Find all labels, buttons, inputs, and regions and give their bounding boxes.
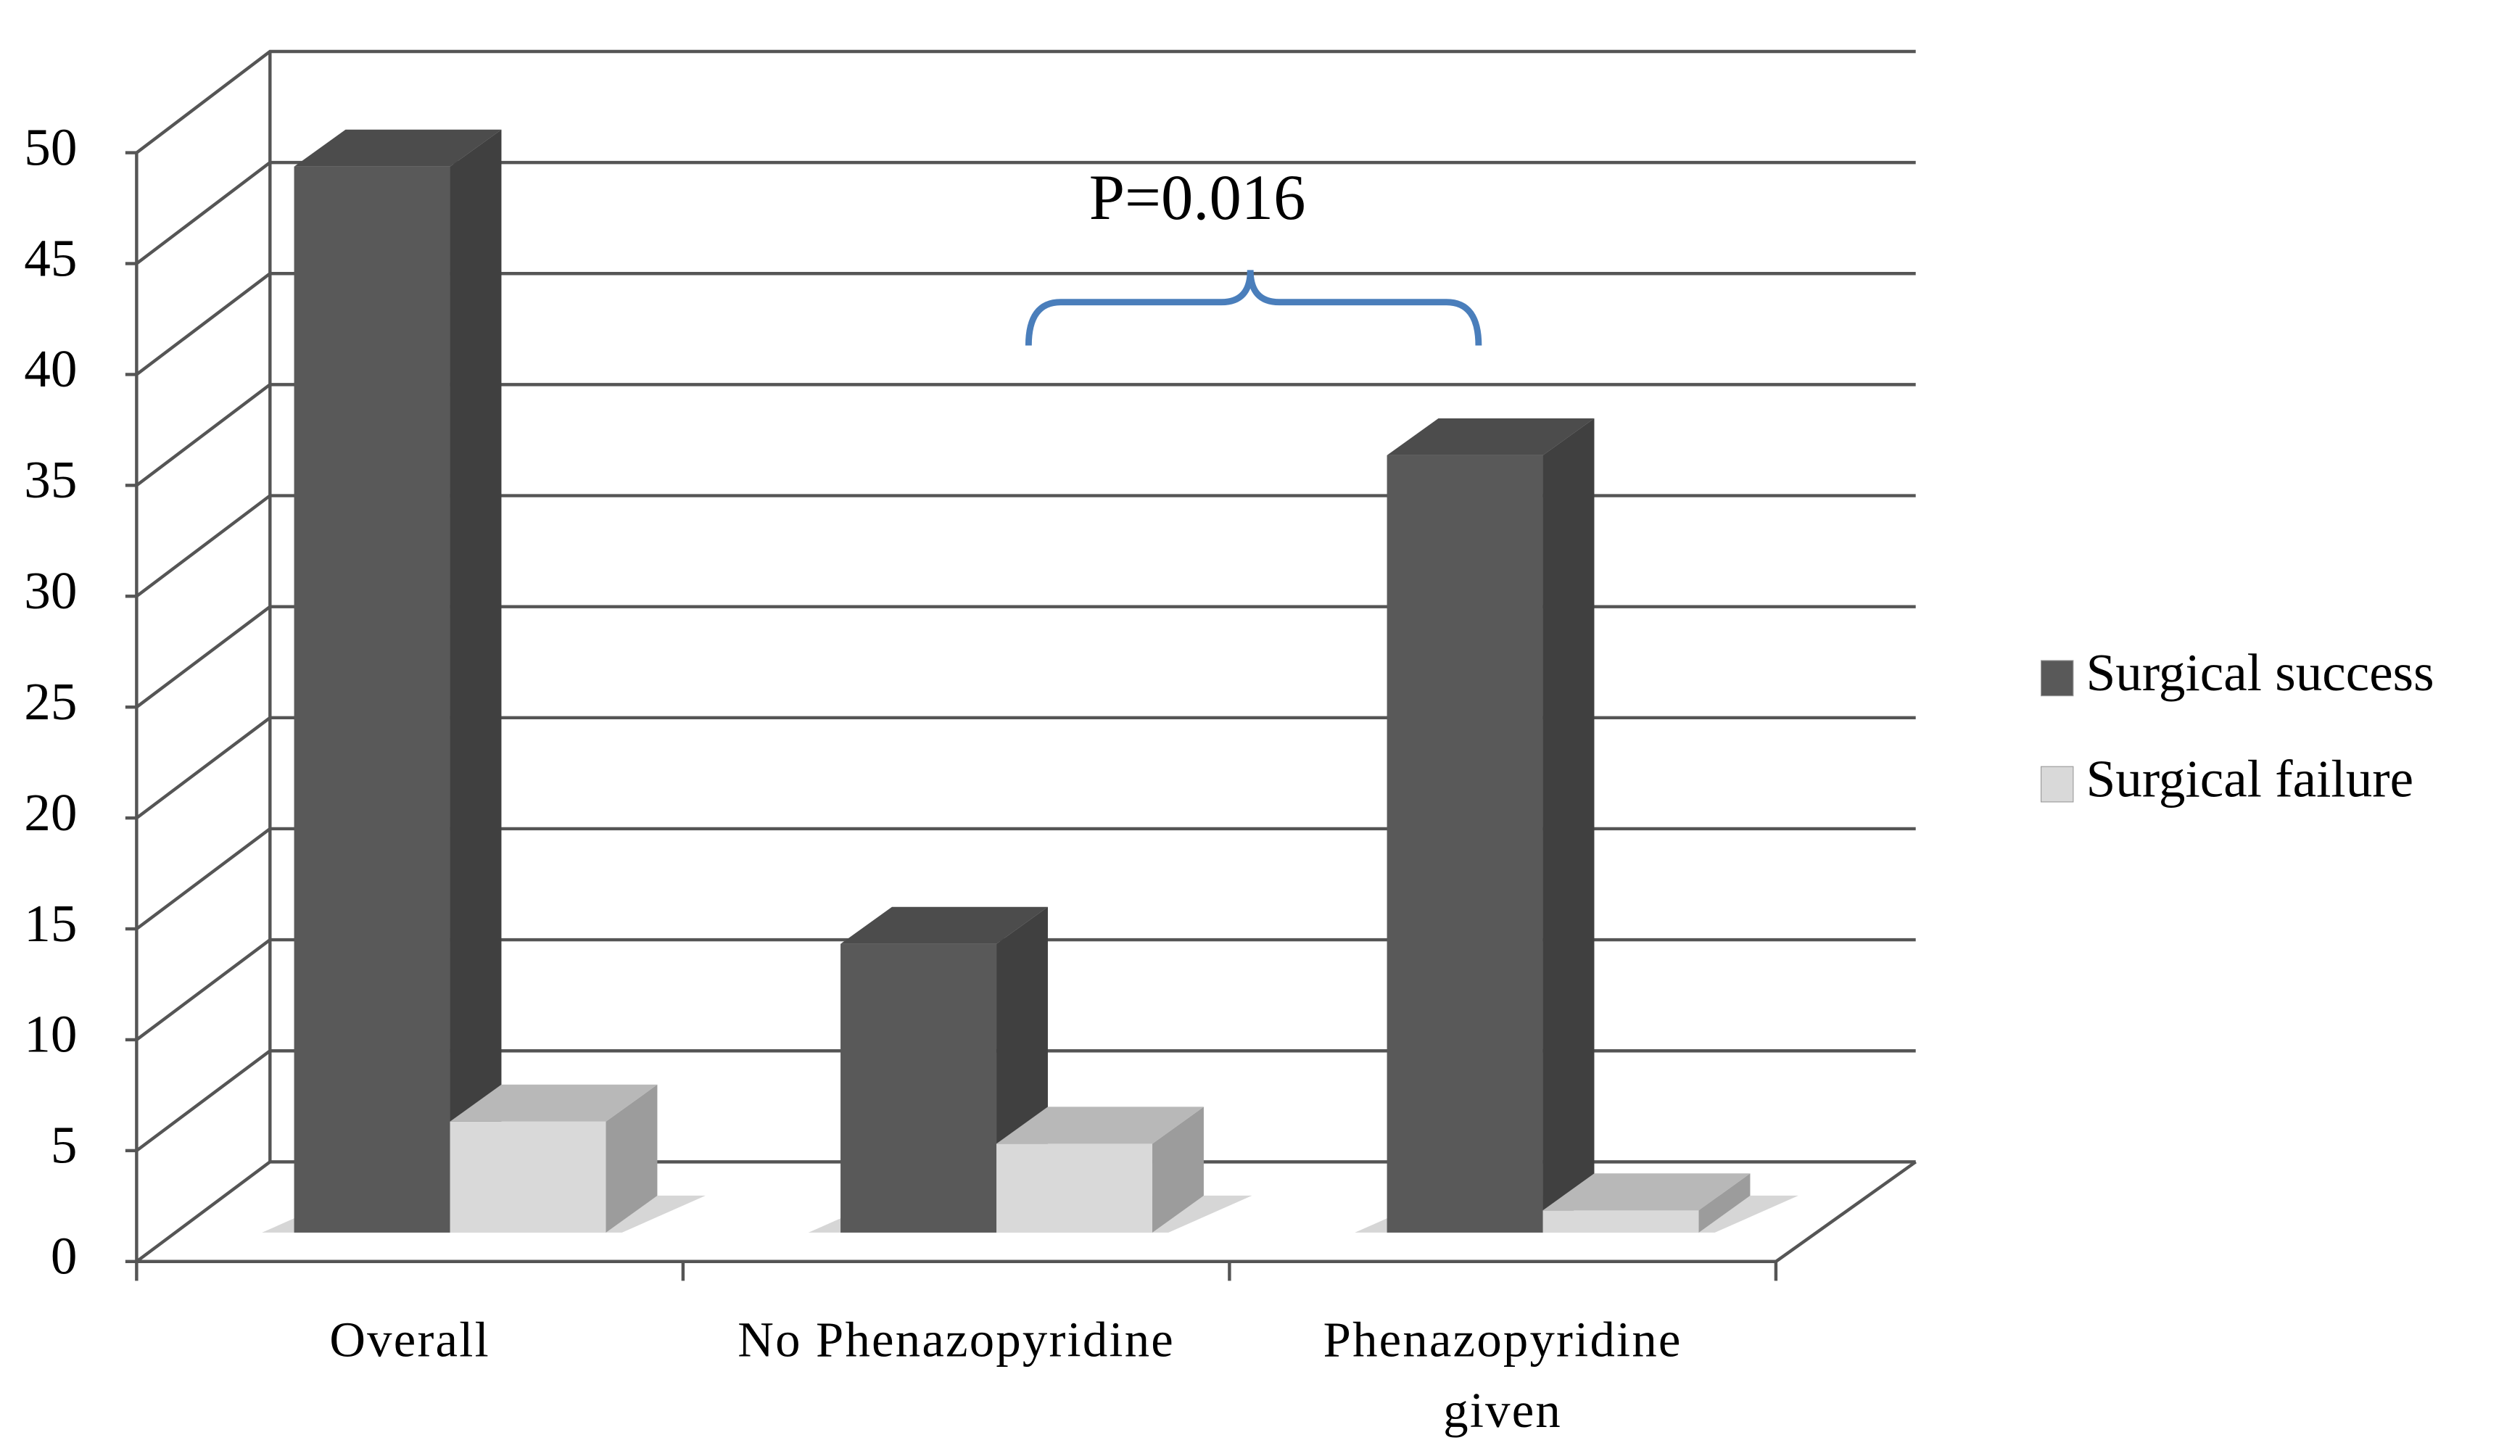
bar-side — [1152, 1107, 1204, 1233]
y-tick-label: 50 — [24, 117, 77, 176]
bar — [1387, 455, 1543, 1233]
p-value-annotation: P=0.016 — [1089, 162, 1306, 233]
bar-top — [996, 1107, 1204, 1144]
y-tick-label: 15 — [24, 894, 77, 953]
x-label-box: No Phenazopyridine — [738, 1311, 1176, 1368]
bar-top — [450, 1084, 658, 1122]
legend-swatch — [2041, 766, 2074, 803]
y-tick-label: 20 — [24, 783, 77, 842]
y-tick-label: 30 — [24, 561, 77, 620]
legend-swatch — [2041, 660, 2074, 697]
y-tick-label: 40 — [24, 339, 77, 398]
legend-label: Surgical failure — [2086, 749, 2413, 808]
bar — [1542, 1210, 1699, 1233]
x-tick-label: Overall — [329, 1311, 490, 1368]
bar-side — [606, 1084, 658, 1233]
x-label-box: Overall — [329, 1311, 490, 1368]
floor-edge — [1775, 1160, 1917, 1263]
y-tick-label: 25 — [24, 672, 77, 731]
y-tick-label: 5 — [51, 1116, 78, 1175]
bar-side — [1542, 418, 1595, 1233]
bar — [450, 1121, 606, 1233]
bar — [840, 943, 997, 1233]
bar-top — [1542, 1173, 1751, 1211]
y-tick-label: 45 — [24, 228, 77, 287]
bar-top — [1387, 418, 1595, 455]
bar-side — [1698, 1173, 1751, 1233]
bar — [294, 166, 450, 1233]
bar-top — [840, 906, 1048, 944]
y-tick-label: 35 — [24, 450, 77, 509]
bar-top — [294, 129, 502, 167]
legend-label: Surgical success — [2086, 643, 2434, 702]
x-tick-label: No Phenazopyridine — [738, 1311, 1176, 1368]
bar-side — [450, 129, 502, 1233]
bar — [996, 1143, 1153, 1233]
y-tick-label: 0 — [51, 1227, 78, 1286]
significance-brace — [1025, 270, 1482, 346]
x-label-box: Phenazopyridine given — [1323, 1311, 1682, 1439]
x-tick-label: Phenazopyridine given — [1323, 1311, 1682, 1439]
y-tick-label: 10 — [24, 1005, 77, 1064]
